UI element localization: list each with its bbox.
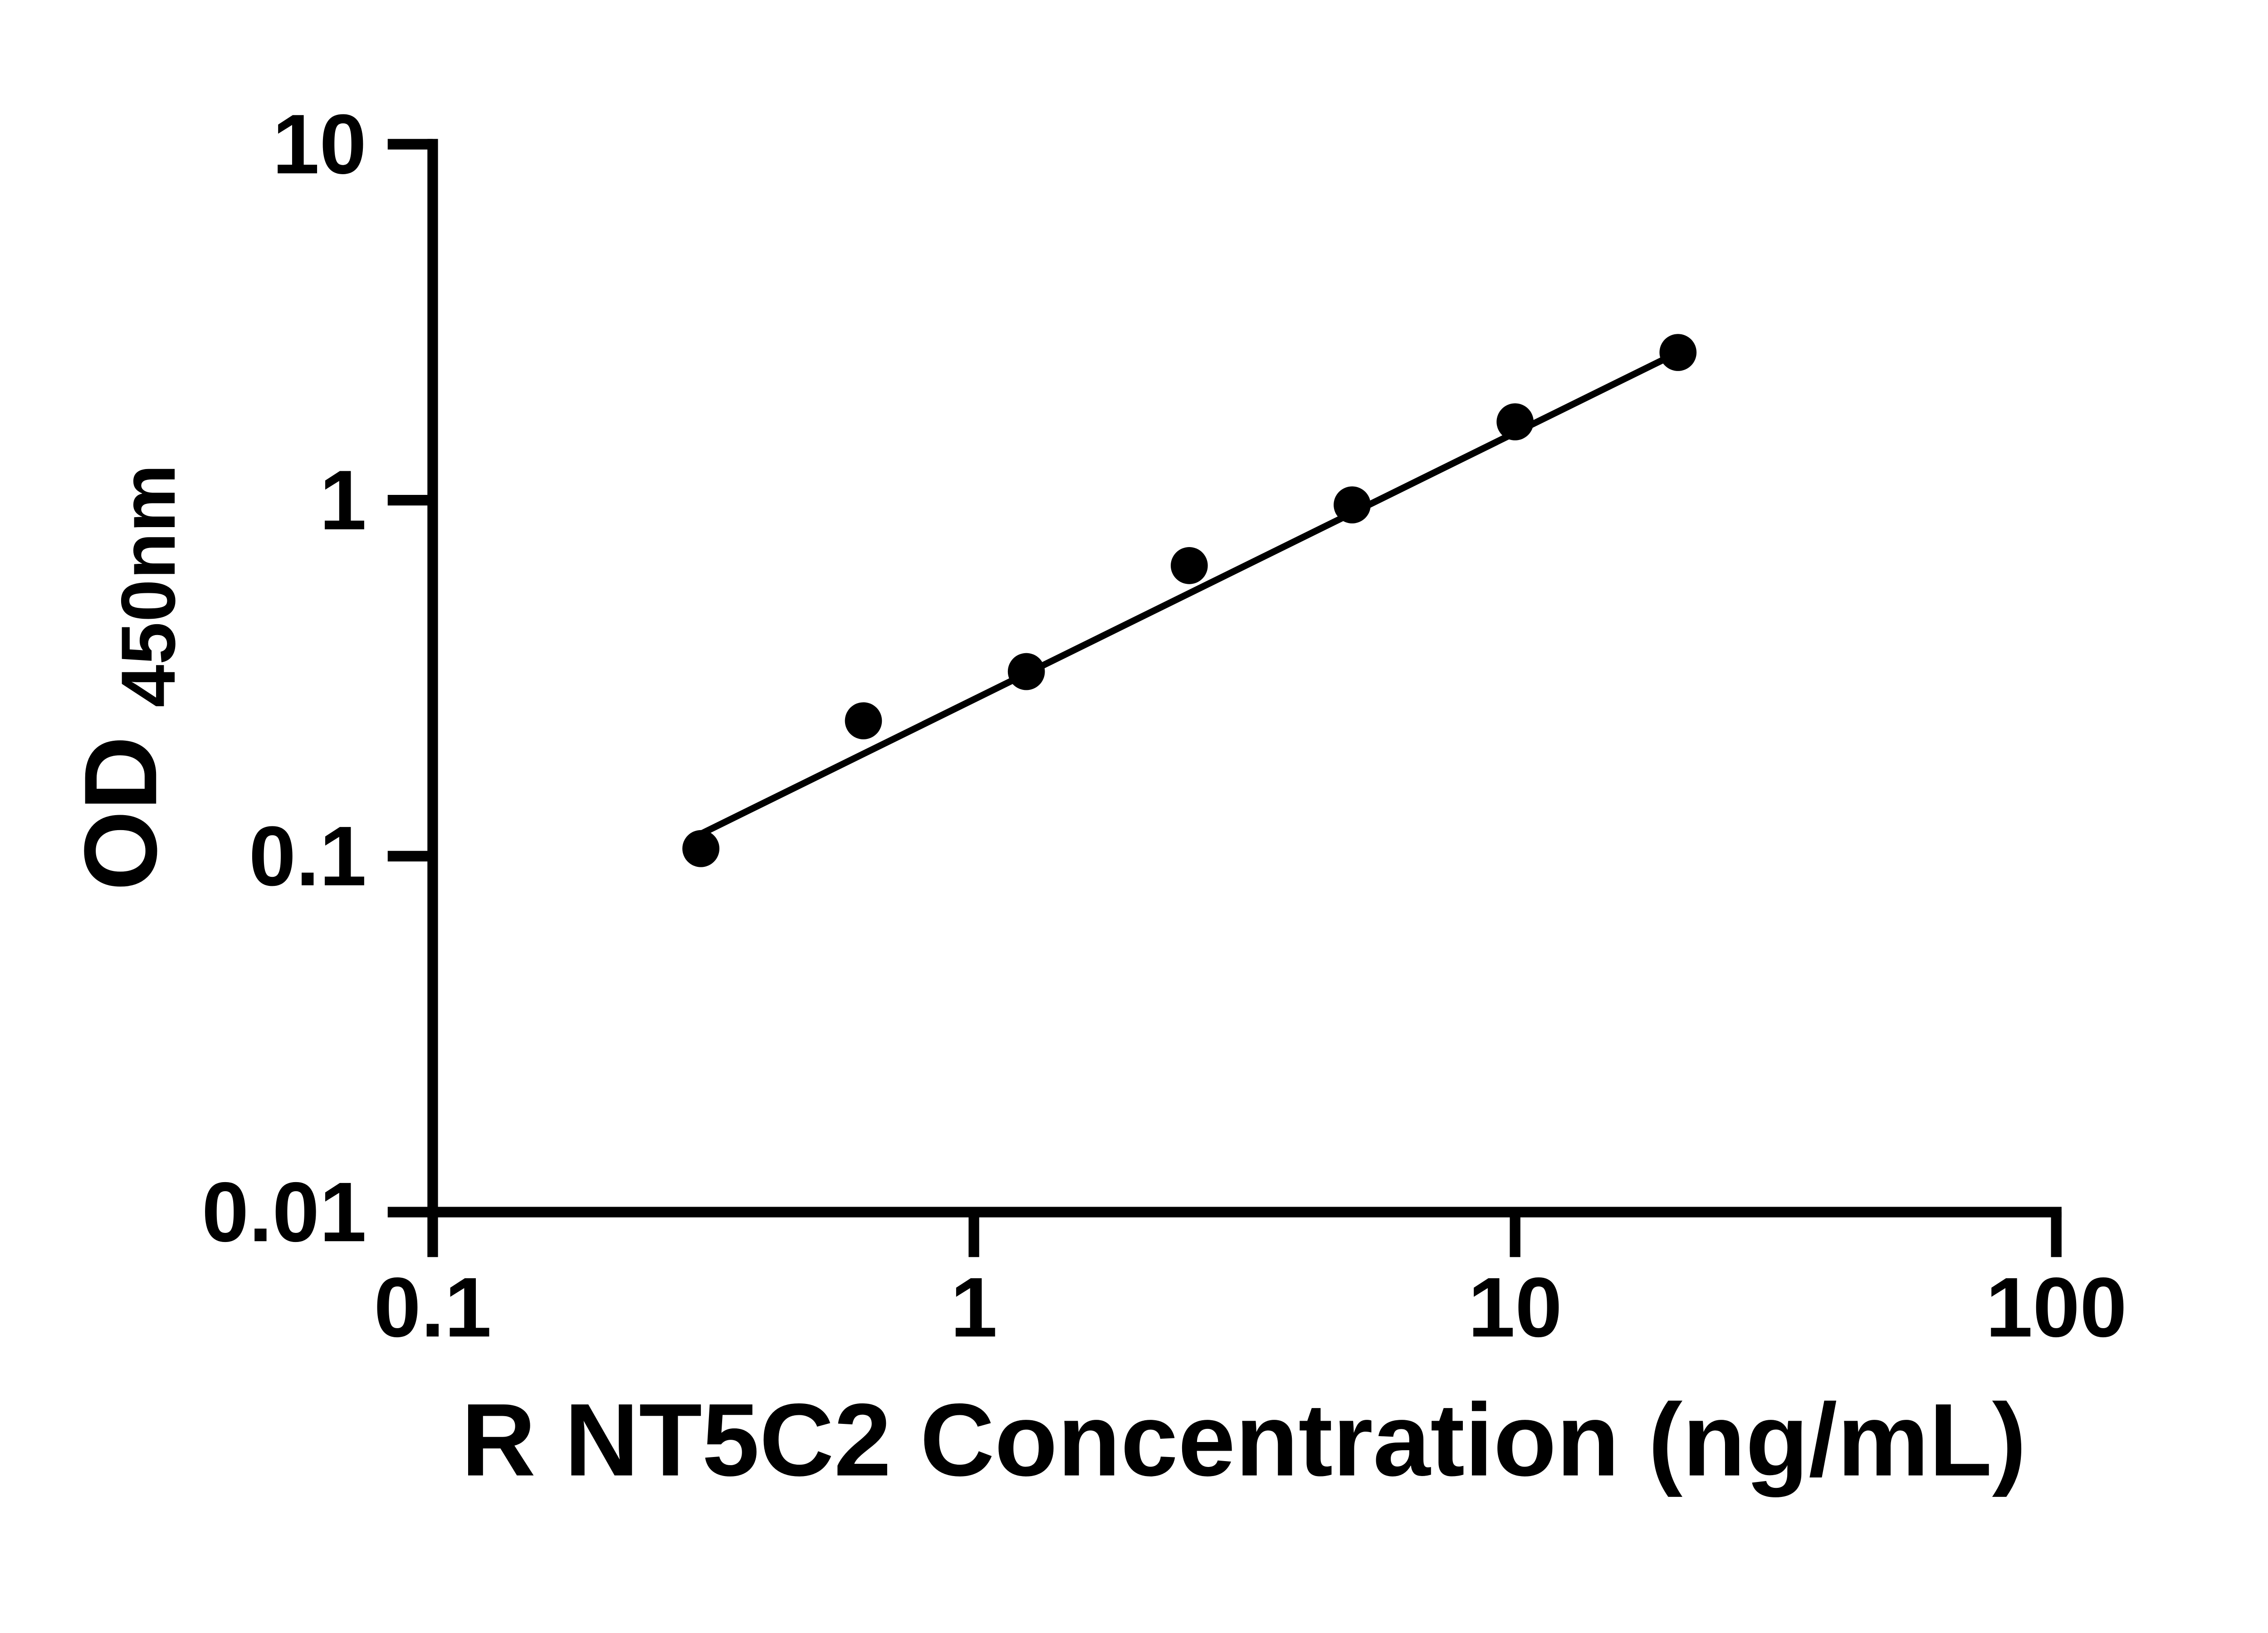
y-axis-title: OD 450nm <box>63 464 191 891</box>
y-tick-label: 1 <box>319 453 367 548</box>
data-point <box>1334 486 1371 523</box>
y-tick-label: 0.01 <box>202 1164 367 1259</box>
x-tick-label: 100 <box>1986 1260 2127 1354</box>
figure: 0.1 1 10 100 0.01 0.1 1 10 R NT5C2 Concentratio… <box>63 97 2127 1498</box>
x-axis-title: R NT5C2 Concentration (ng/mL) <box>461 1383 2027 1498</box>
data-point <box>845 702 882 739</box>
y-tick-label: 10 <box>272 97 367 191</box>
data-point <box>1007 653 1045 690</box>
data-point <box>1170 547 1208 584</box>
y-tick-label: 0.1 <box>249 809 367 904</box>
y-axis-title-main: OD <box>63 736 178 891</box>
data-point <box>1496 403 1534 440</box>
y-axis-title-sub: 450nm <box>105 464 191 707</box>
x-tick-label: 10 <box>1468 1260 1562 1354</box>
data-point <box>1659 334 1697 371</box>
x-tick-label: 0.1 <box>374 1260 492 1354</box>
data-point <box>682 830 719 867</box>
x-tick-label: 1 <box>950 1260 997 1354</box>
